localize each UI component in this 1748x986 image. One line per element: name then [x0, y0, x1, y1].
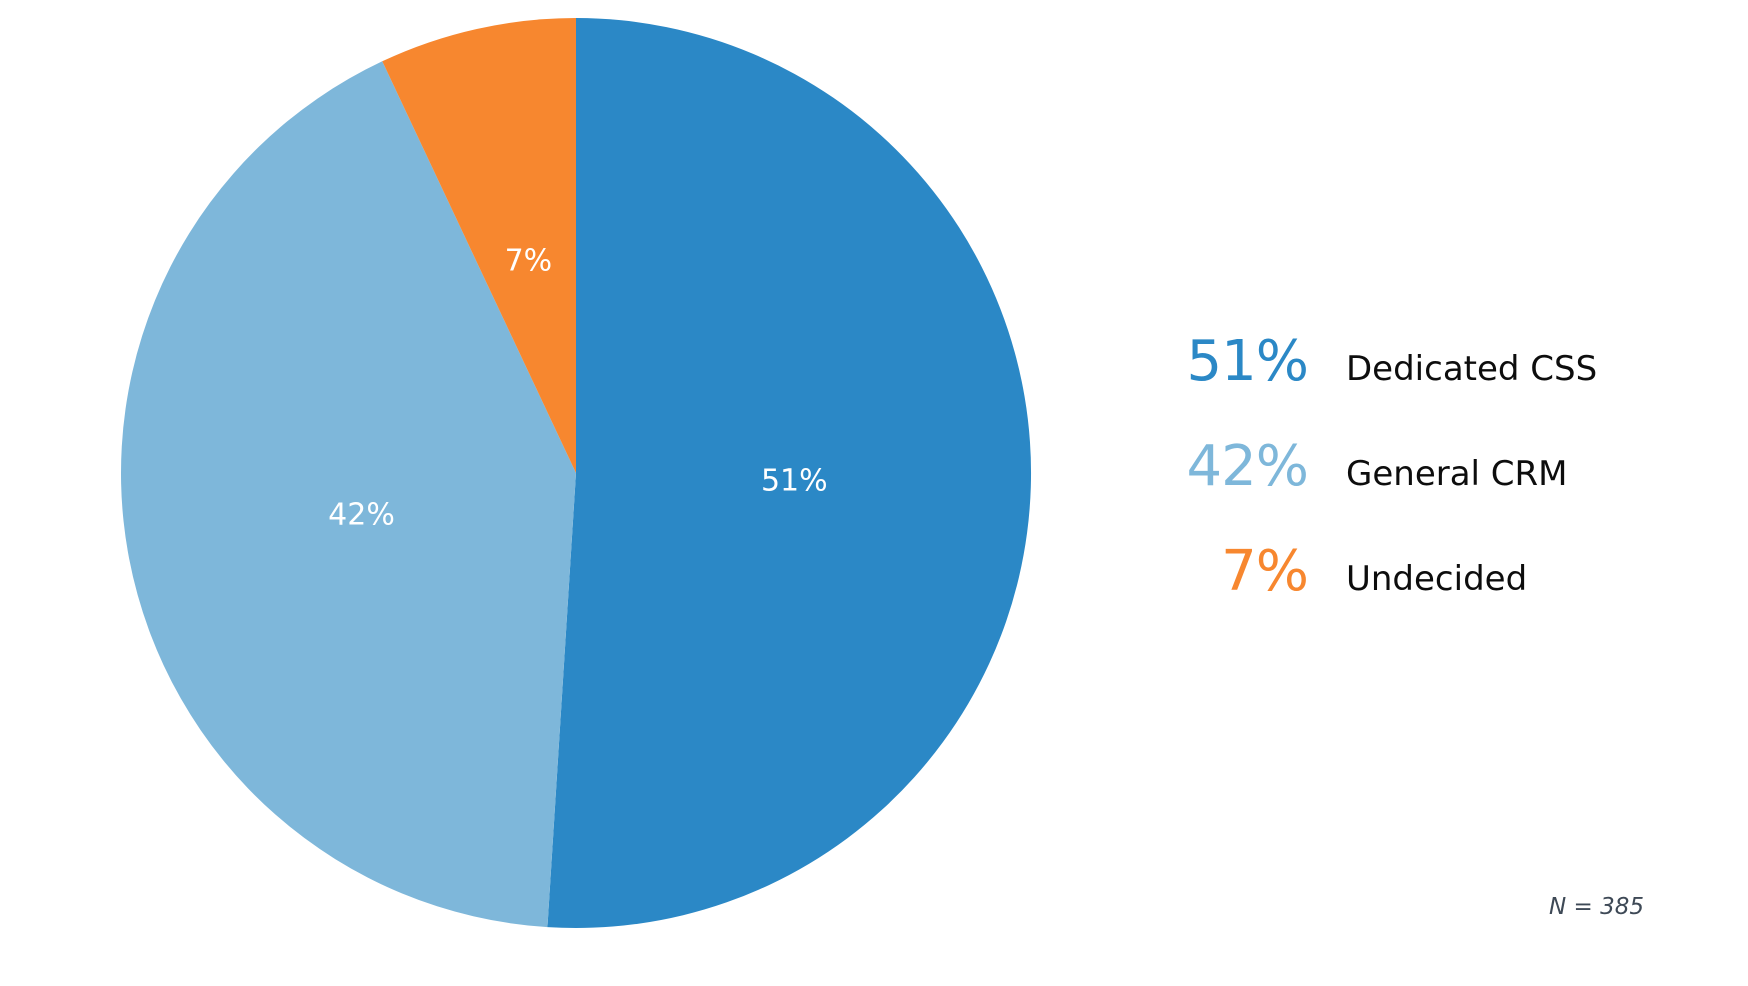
legend-label: Undecided [1346, 559, 1528, 599]
pie-slice-general-crm [120, 61, 576, 928]
legend-row: 42% General CRM [1158, 439, 1597, 495]
legend-value: 42% [1186, 434, 1309, 499]
legend-row: 51% Dedicated CSS [1158, 329, 1598, 394]
legend-value: 51% [1186, 329, 1309, 394]
pie-slice-label: 51% [761, 463, 828, 498]
legend: 51% Dedicated CSS 42% General CRM 7% Und… [1158, 329, 1598, 649]
sample-size-note: N = 385 [1549, 894, 1644, 920]
pie-slice-dedicated-css [547, 17, 1032, 928]
legend-row: 7% Undecided [1158, 544, 1597, 600]
legend-label: General CRM [1346, 454, 1568, 494]
pie-slice-label: 42% [328, 497, 395, 532]
legend-label: Dedicated CSS [1346, 349, 1598, 389]
legend-value: 7% [1221, 539, 1309, 604]
pie-slice-undecided [382, 17, 576, 473]
pie-chart: 51% 42% 7% [120, 17, 1032, 928]
pie-slice-label: 7% [505, 243, 553, 278]
